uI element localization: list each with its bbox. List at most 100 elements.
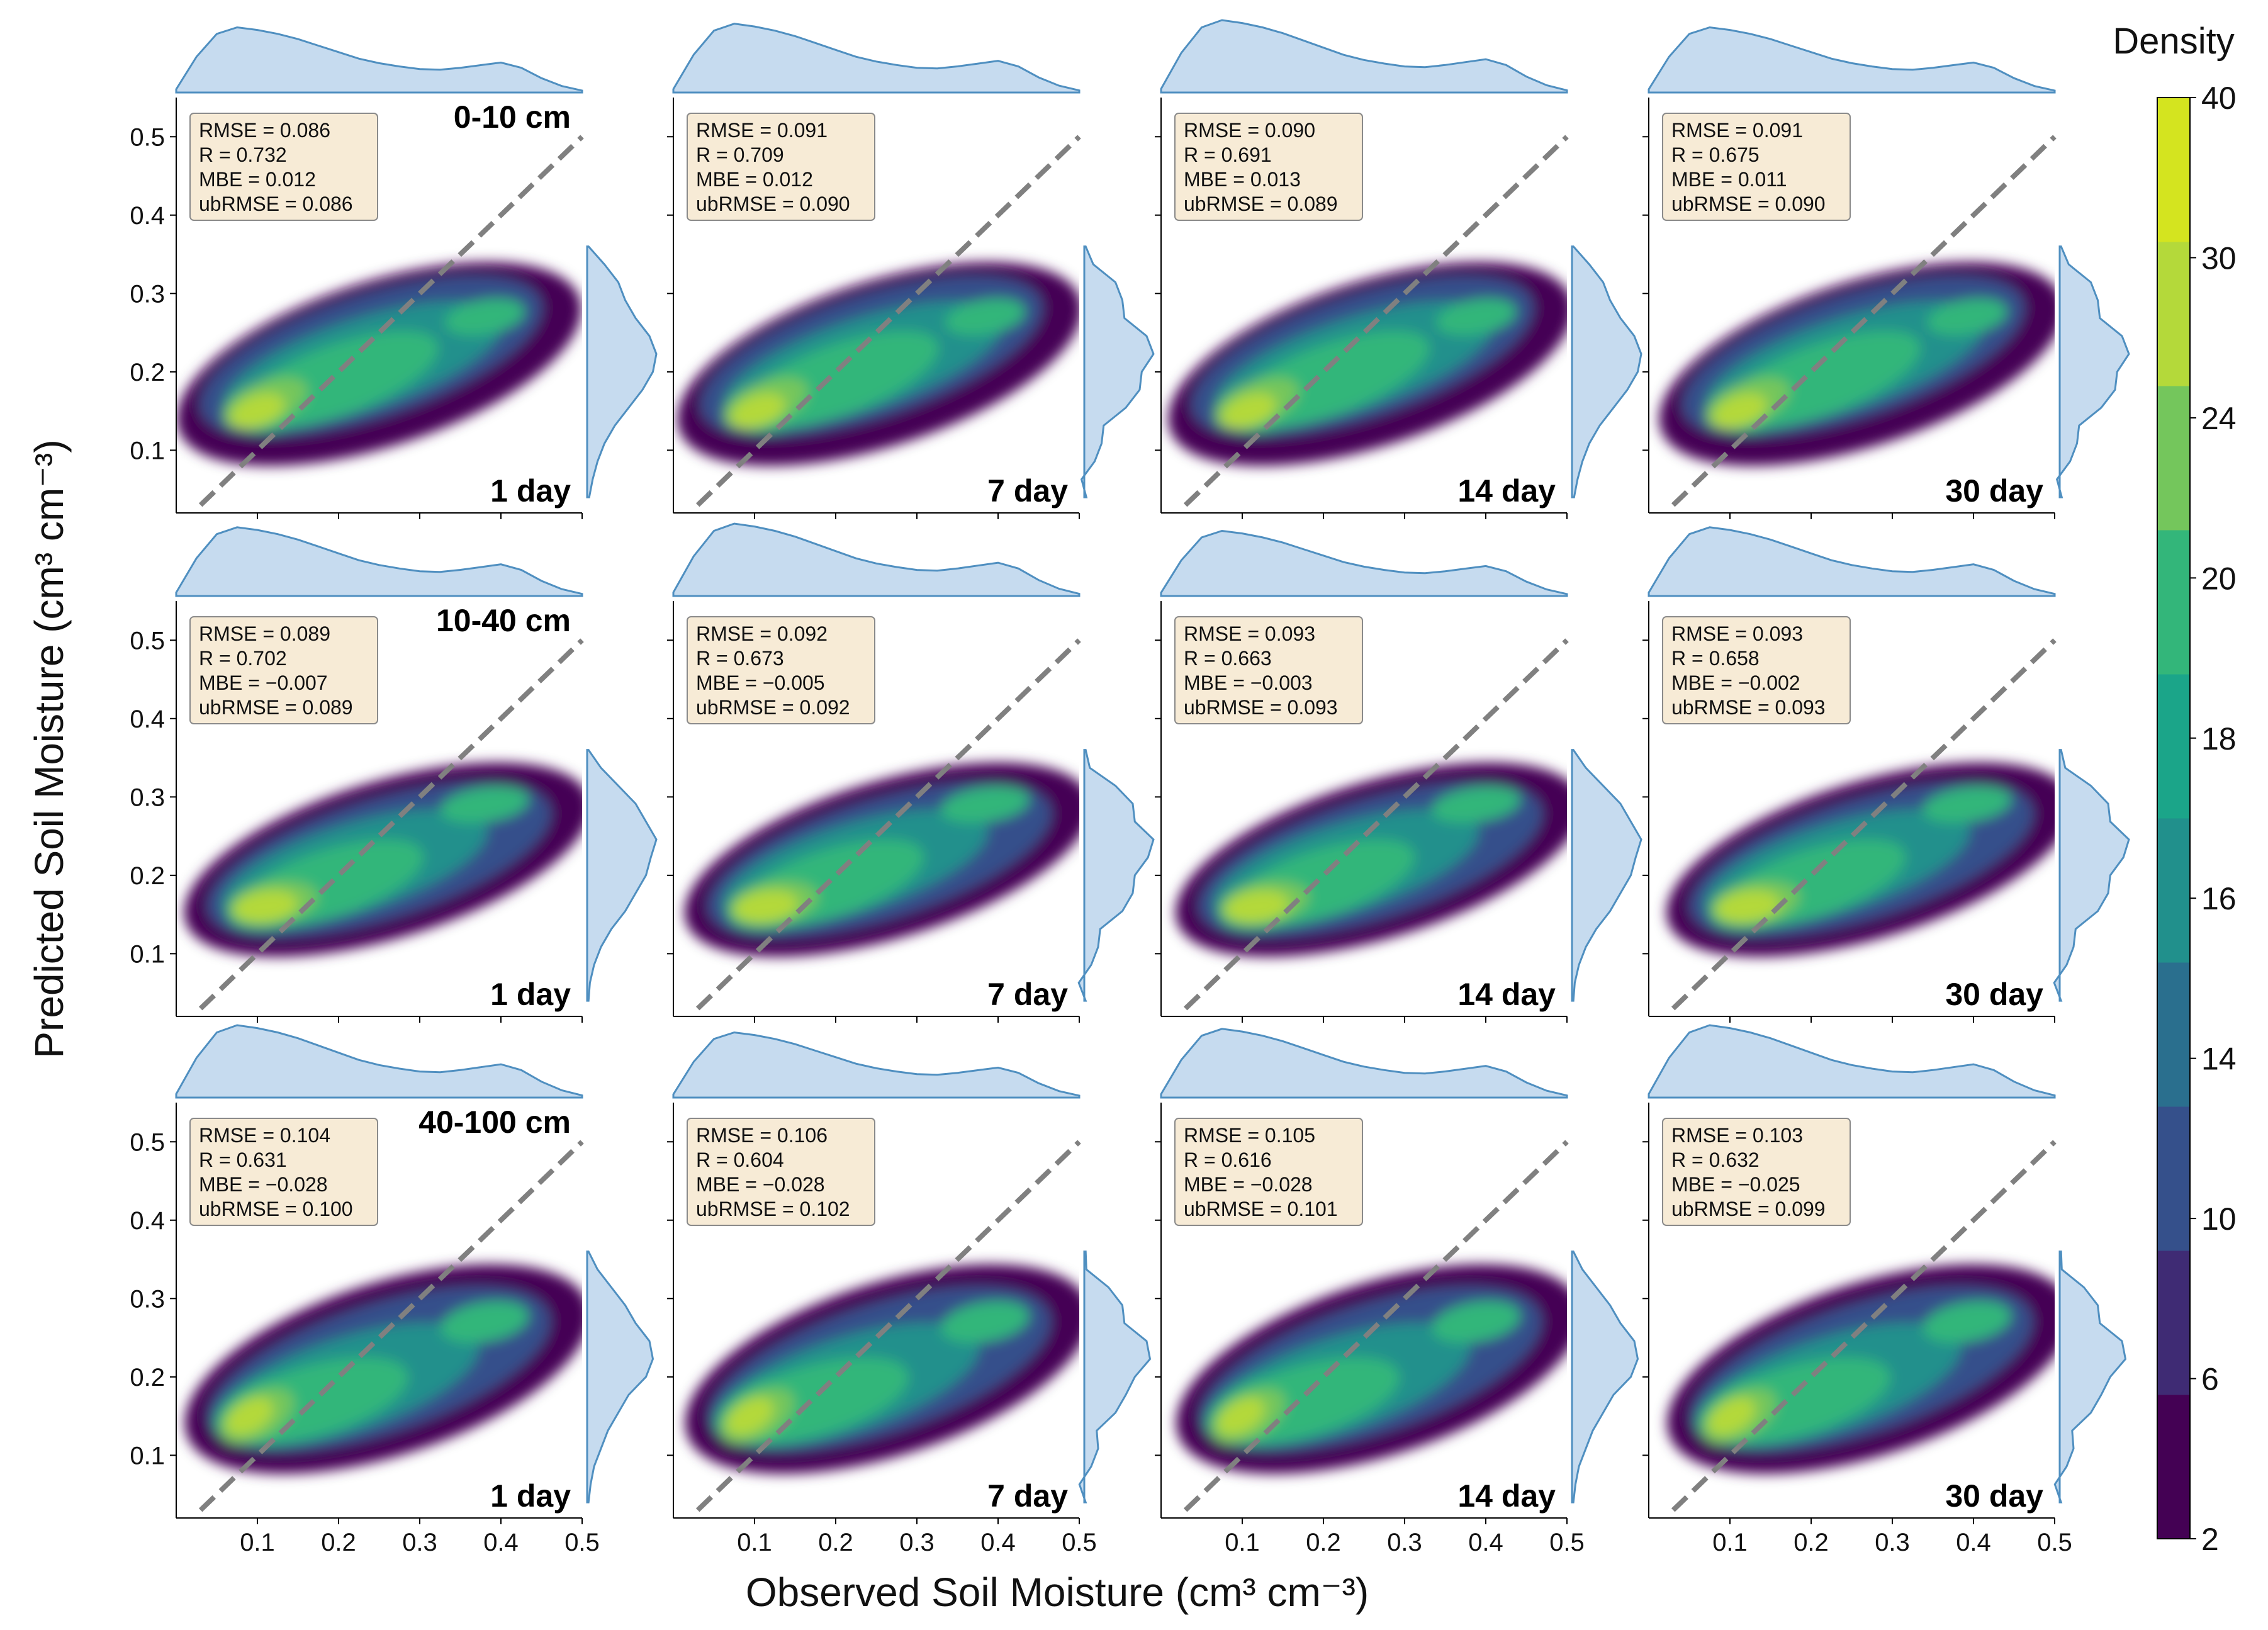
x-tick-label: 0.4: [1956, 1529, 1991, 1556]
one-to-one-line: [1671, 638, 2057, 1011]
stats-box: [687, 616, 875, 724]
stat-r: R = 0.675: [1671, 143, 1760, 166]
density-band: [1221, 393, 1276, 429]
y-tick-label: 0.2: [130, 862, 165, 890]
density-band: [441, 1301, 529, 1343]
density-band: [1923, 1301, 2011, 1343]
top-marginal-kde: [1160, 1028, 1568, 1099]
colorbar-band: [2157, 1251, 2190, 1395]
density-band: [733, 890, 799, 923]
stat-rmse: RMSE = 0.091: [1671, 119, 1803, 142]
stat-mbe: MBE = 0.012: [199, 168, 316, 191]
stat-r: R = 0.691: [1184, 143, 1272, 166]
stat-mbe: MBE = 0.011: [1671, 168, 1787, 191]
lead-time-label: 14 day: [1457, 473, 1556, 509]
colorbar-tick-label: 14: [2201, 1042, 2237, 1077]
y-tick-label: 0.3: [130, 280, 165, 308]
stat-ubrmse: ubRMSE = 0.090: [696, 193, 850, 215]
x-tick-label: 0.5: [564, 1529, 600, 1556]
stat-rmse: RMSE = 0.086: [199, 119, 330, 142]
one-to-one-line: [1671, 1140, 2057, 1512]
stats-box: [687, 113, 875, 221]
right-marginal-kde: [586, 749, 658, 1002]
colorbar-tick-label: 6: [2201, 1362, 2219, 1397]
stat-ubrmse: ubRMSE = 0.089: [1184, 193, 1338, 215]
colorbar-band: [2157, 1106, 2190, 1251]
density-band: [1712, 393, 1767, 429]
lead-time-label: 30 day: [1945, 1478, 2043, 1514]
right-marginal-kde: [1080, 245, 1155, 498]
density-band: [230, 393, 285, 429]
top-marginal-kde: [672, 522, 1081, 597]
colorbar-tick-label: 20: [2201, 561, 2237, 596]
colorbar-tick-label: 16: [2201, 881, 2237, 916]
stats-box: [1662, 113, 1851, 221]
stat-rmse: RMSE = 0.093: [1184, 622, 1315, 645]
density-band: [1432, 786, 1520, 823]
density-band: [233, 890, 298, 923]
stat-r: R = 0.631: [199, 1149, 287, 1171]
colorbar-frame: [2157, 97, 2191, 1539]
y-tick-label: 0.5: [130, 1128, 165, 1156]
top-marginal-kde: [1160, 529, 1568, 597]
stat-r: R = 0.632: [1671, 1149, 1760, 1171]
colorbar-tick-label: 40: [2201, 81, 2237, 116]
right-marginal-kde: [1078, 1251, 1152, 1504]
density-band: [1225, 890, 1289, 923]
top-marginal-kde: [175, 526, 583, 597]
density-contours: [1176, 1264, 1567, 1474]
colorbar-title: Density: [2113, 21, 2234, 62]
stat-mbe: MBE = −0.028: [696, 1173, 825, 1196]
stats-box: [189, 1118, 378, 1226]
top-marginal-kde: [1648, 26, 2056, 94]
y-tick-label: 0.4: [130, 705, 165, 733]
y-tick-label: 0.3: [130, 1285, 165, 1313]
right-marginal-kde: [586, 1251, 654, 1504]
lead-time-label: 1 day: [490, 1478, 571, 1514]
top-marginal-kde: [672, 1031, 1081, 1099]
depth-label: 10-40 cm: [436, 603, 571, 638]
density-band: [1926, 298, 2007, 335]
x-tick-label: 0.5: [1062, 1529, 1097, 1556]
lead-time-label: 14 day: [1457, 1478, 1556, 1514]
top-marginal-kde: [1648, 526, 2056, 597]
stat-r: R = 0.673: [696, 647, 784, 670]
stat-ubrmse: ubRMSE = 0.092: [696, 696, 850, 719]
stats-box: [189, 616, 378, 724]
stat-ubrmse: ubRMSE = 0.090: [1671, 193, 1826, 215]
stat-r: R = 0.663: [1184, 647, 1272, 670]
top-marginal-kde: [1160, 19, 1568, 94]
stat-ubrmse: ubRMSE = 0.099: [1671, 1198, 1826, 1220]
x-tick-label: 0.4: [980, 1529, 1016, 1556]
top-marginal-kde: [1648, 1024, 2056, 1099]
x-tick-label: 0.5: [2037, 1529, 2072, 1556]
x-tick-label: 0.1: [240, 1529, 275, 1556]
colorbar-band: [2157, 98, 2190, 242]
stat-ubrmse: ubRMSE = 0.093: [1184, 696, 1338, 719]
lead-time-label: 7 day: [987, 473, 1068, 509]
one-to-one-line: [1671, 135, 2057, 507]
stat-ubrmse: ubRMSE = 0.093: [1671, 696, 1826, 719]
one-to-one-line: [1183, 1140, 1569, 1512]
colorbar-band: [2157, 386, 2190, 531]
stats-box: [687, 1118, 875, 1226]
density-band: [1715, 890, 1780, 923]
stat-mbe: MBE = 0.013: [1184, 168, 1301, 191]
stat-rmse: RMSE = 0.089: [199, 622, 330, 645]
x-tick-label: 0.5: [1549, 1529, 1585, 1556]
depth-label: 0-10 cm: [454, 99, 571, 135]
x-tick-label: 0.3: [1875, 1529, 1910, 1556]
x-tick-label: 0.3: [899, 1529, 935, 1556]
lead-time-label: 1 day: [490, 473, 571, 509]
density-contours: [1666, 762, 2055, 957]
density-band: [730, 393, 785, 429]
stat-ubrmse: ubRMSE = 0.101: [1184, 1198, 1338, 1220]
stats-box: [189, 113, 378, 221]
stat-ubrmse: ubRMSE = 0.089: [199, 696, 353, 719]
stat-rmse: RMSE = 0.103: [1671, 1124, 1803, 1147]
stat-mbe: MBE = −0.025: [1671, 1173, 1800, 1196]
